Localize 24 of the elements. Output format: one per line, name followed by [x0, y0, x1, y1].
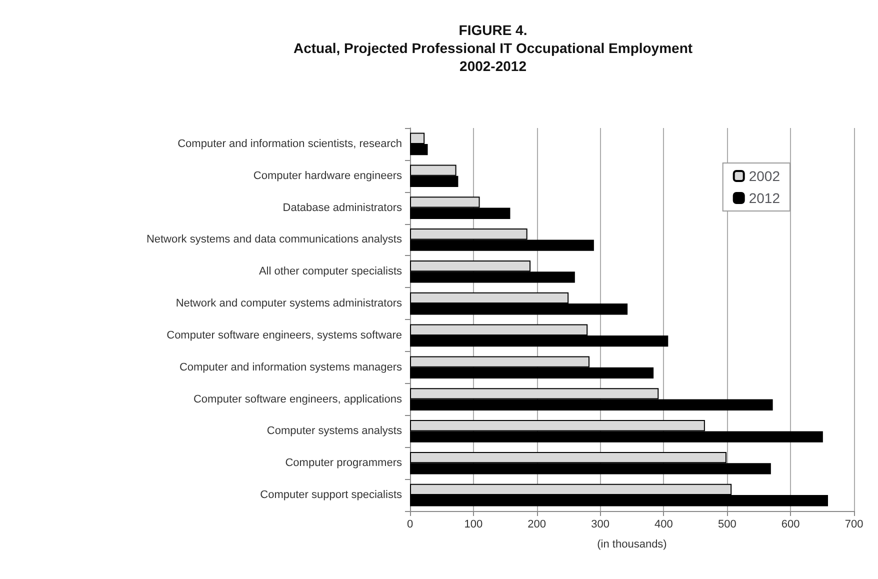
x-tick-label: 600 [781, 518, 800, 530]
legend-label: 2002 [748, 168, 780, 184]
x-tick-label: 400 [654, 518, 673, 530]
y-tick-label: Network and computer systems administrators [176, 298, 402, 310]
y-tick-label: Computer software engineers, applications [193, 393, 402, 406]
y-tick-label: All other computer specialists [258, 266, 402, 278]
y-tick-label: Network systems and data communications analysts [146, 234, 402, 246]
legend-label: 2012 [748, 190, 780, 206]
y-tick-label: Database administrators [282, 202, 402, 214]
x-tick-label: 200 [528, 518, 546, 530]
y-tick-label: Computer and information scientists, research [178, 138, 402, 150]
y-tick-label: Computer and information systems managers [179, 361, 402, 374]
x-tick-label: 300 [591, 518, 610, 530]
y-tick-label: Computer systems analysts [266, 425, 402, 438]
x-tick-label: 700 [844, 518, 864, 530]
x-tick-label: 500 [718, 518, 736, 530]
y-tick-label: Computer software engineers, systems software [166, 329, 402, 342]
y-tick-label: Computer programmers [285, 457, 402, 470]
x-axis-title: (in thousands) [597, 538, 667, 550]
chart-title: FIGURE 4. Actual, Projected Professional IT Occupational Employment 2002-2012 [293, 22, 693, 74]
x-tick-label: 100 [464, 518, 483, 530]
x-tick-label: 0 [406, 518, 414, 530]
y-tick-label: Computer support specialists [260, 489, 402, 502]
y-tick-label: Computer hardware engineers [253, 170, 402, 182]
